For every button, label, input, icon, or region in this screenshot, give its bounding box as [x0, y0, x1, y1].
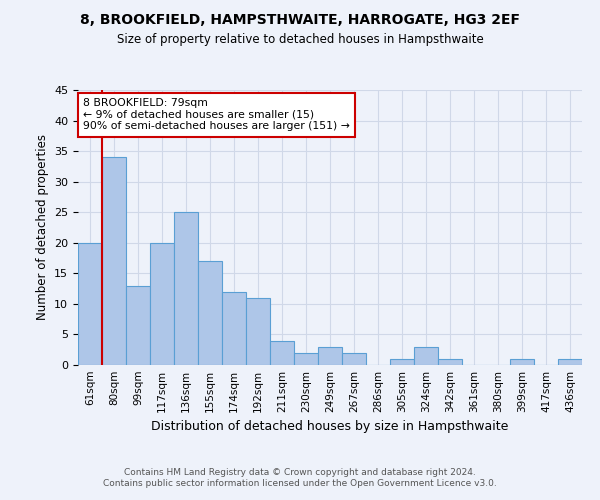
Bar: [342, 353, 366, 365]
Text: Size of property relative to detached houses in Hampsthwaite: Size of property relative to detached ho…: [116, 32, 484, 46]
Text: 8, BROOKFIELD, HAMPSTHWAITE, HARROGATE, HG3 2EF: 8, BROOKFIELD, HAMPSTHWAITE, HARROGATE, …: [80, 12, 520, 26]
Bar: [270, 340, 294, 365]
Bar: [102, 157, 126, 365]
Bar: [246, 298, 270, 365]
Bar: [174, 212, 198, 365]
Bar: [126, 286, 150, 365]
Bar: [390, 359, 414, 365]
Bar: [222, 292, 246, 365]
X-axis label: Distribution of detached houses by size in Hampsthwaite: Distribution of detached houses by size …: [151, 420, 509, 434]
Bar: [510, 359, 534, 365]
Bar: [150, 243, 174, 365]
Bar: [318, 346, 342, 365]
Bar: [198, 261, 222, 365]
Bar: [438, 359, 462, 365]
Y-axis label: Number of detached properties: Number of detached properties: [35, 134, 49, 320]
Bar: [558, 359, 582, 365]
Bar: [414, 346, 438, 365]
Text: 8 BROOKFIELD: 79sqm
← 9% of detached houses are smaller (15)
90% of semi-detache: 8 BROOKFIELD: 79sqm ← 9% of detached hou…: [83, 98, 350, 132]
Text: Contains HM Land Registry data © Crown copyright and database right 2024.
Contai: Contains HM Land Registry data © Crown c…: [103, 468, 497, 487]
Bar: [294, 353, 318, 365]
Bar: [78, 243, 102, 365]
